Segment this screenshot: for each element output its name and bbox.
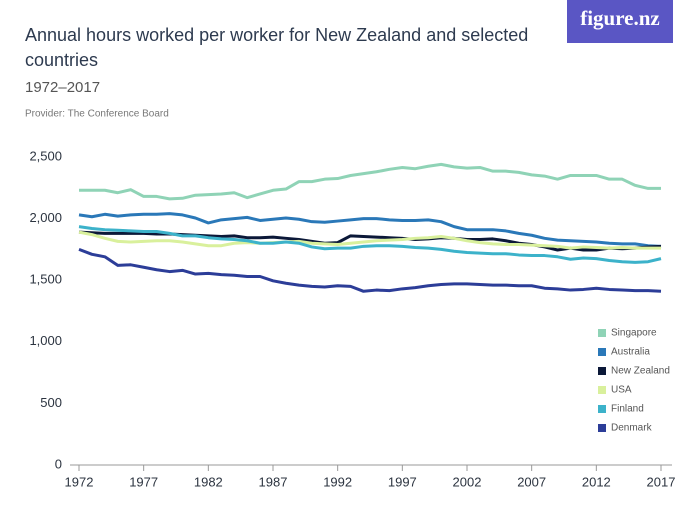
legend-swatch (598, 367, 606, 375)
legend-label: USA (611, 385, 632, 396)
y-tick-label: 2,500 (29, 148, 62, 163)
provider: Provider: The Conference Board (25, 109, 169, 120)
legend-swatch (598, 424, 606, 432)
brand: figure.nz (580, 6, 660, 30)
y-tick-label: 500 (40, 395, 62, 410)
title-line: Annual hours worked per worker for New Z… (25, 25, 528, 45)
x-tick-label: 1972 (65, 474, 94, 489)
legend-label: Singapore (611, 328, 657, 339)
series-line (78, 230, 661, 250)
series-line (79, 162, 661, 201)
series-line (78, 247, 662, 293)
chart-title: Annual hours worked per worker for New Z… (25, 25, 528, 70)
x-tick-label: 1992 (323, 474, 352, 489)
x-tick-label: 2012 (582, 474, 611, 489)
x-tick-label: 1997 (388, 474, 417, 489)
legend-label: New Zealand (611, 366, 670, 377)
legend-swatch (598, 348, 606, 356)
x-tick-label: 2007 (517, 474, 546, 489)
brand-box (567, 0, 673, 43)
subtitle: 1972–2017 (25, 79, 100, 96)
y-tick-label: 0 (55, 456, 62, 471)
legend-label: Denmark (611, 423, 653, 434)
series-line (78, 212, 662, 248)
legend-swatch (598, 386, 606, 394)
x-tick-label: 1987 (259, 474, 288, 489)
x-tick-label: 2017 (647, 474, 676, 489)
title-line: countries (25, 50, 98, 70)
y-tick-label: 1,000 (29, 333, 62, 348)
x-tick-label: 2002 (453, 474, 482, 489)
legend-label: Finland (611, 404, 644, 415)
y-tick-label: 1,500 (29, 272, 62, 287)
y-tick-label: 2,000 (29, 210, 62, 225)
series-line (78, 225, 662, 264)
x-tick-label: 1977 (129, 474, 158, 489)
x-tick-label: 1982 (194, 474, 223, 489)
legend-swatch (598, 405, 606, 413)
legend-label: Australia (611, 347, 650, 358)
legend-swatch (598, 329, 606, 337)
